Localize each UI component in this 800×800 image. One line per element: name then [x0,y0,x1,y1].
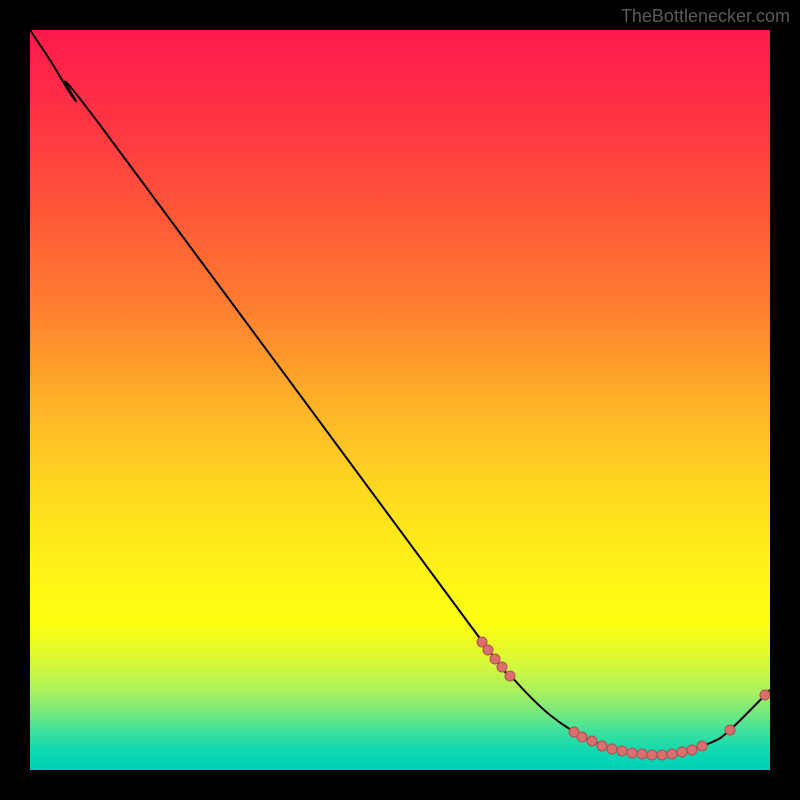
data-marker [497,662,507,672]
data-marker [677,747,687,757]
chart-background [30,30,770,770]
data-marker [637,749,647,759]
data-marker [483,645,493,655]
data-marker [760,690,770,700]
chart-svg [30,30,770,770]
data-marker [657,750,667,760]
data-marker [647,750,657,760]
watermark-text: TheBottlenecker.com [621,6,790,27]
data-marker [725,725,735,735]
data-marker [505,671,515,681]
chart-container [30,30,770,770]
data-marker [697,741,707,751]
data-marker [627,748,637,758]
data-marker [490,654,500,664]
data-marker [587,736,597,746]
data-marker [617,746,627,756]
data-marker [577,732,587,742]
data-marker [687,745,697,755]
data-marker [597,741,607,751]
data-marker [667,749,677,759]
data-marker [607,744,617,754]
